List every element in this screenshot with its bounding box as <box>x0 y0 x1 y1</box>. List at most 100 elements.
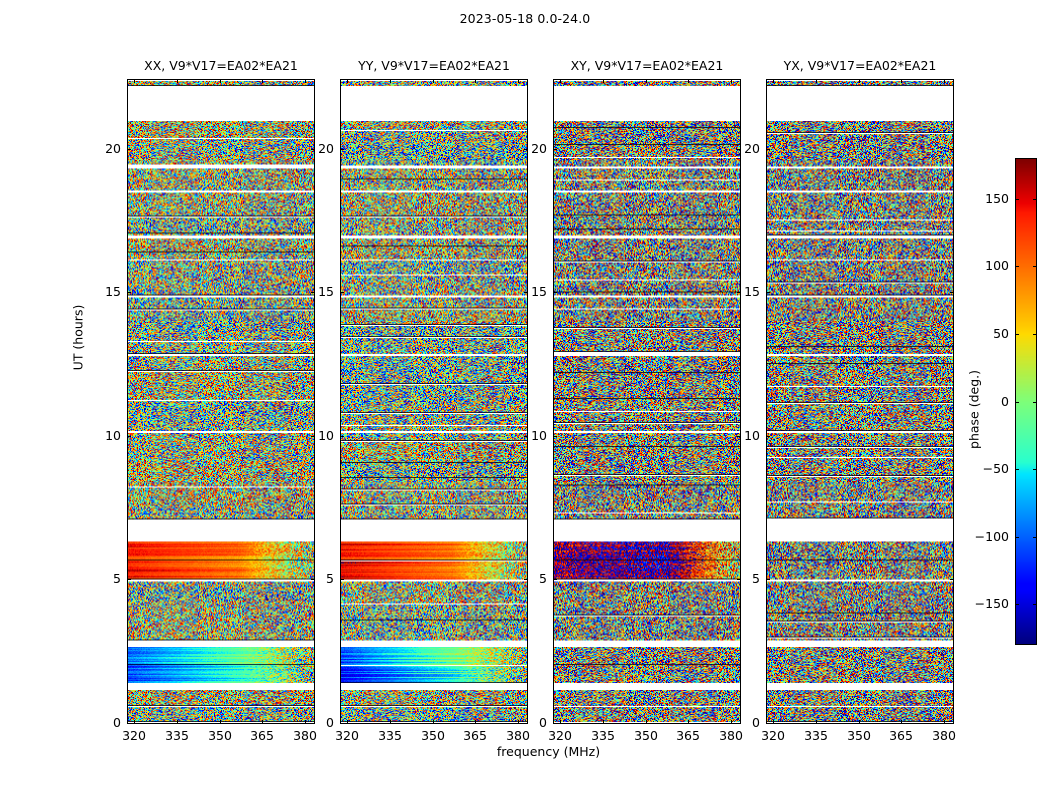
y-tick-mark <box>311 723 315 724</box>
figure-suptitle: 2023-05-18 0.0-24.0 <box>459 11 591 26</box>
x-tick-mark <box>560 720 561 724</box>
y-tick-label: 10 <box>318 428 334 443</box>
x-tick-label: 350 <box>634 728 658 743</box>
heatmap-image-yy <box>341 80 527 723</box>
colorbar[interactable] <box>1015 158 1037 645</box>
y-tick-mark <box>340 723 344 724</box>
y-tick-mark <box>553 149 557 150</box>
y-tick-mark <box>524 436 528 437</box>
x-tick-mark <box>390 79 391 83</box>
x-tick-mark <box>262 79 263 83</box>
x-tick-mark <box>518 79 519 83</box>
x-tick-mark <box>603 79 604 83</box>
colorbar-tick-mark <box>1015 266 1019 267</box>
y-tick-mark <box>524 149 528 150</box>
y-tick-label: 10 <box>105 428 121 443</box>
y-tick-mark <box>737 579 741 580</box>
heatmap-image-xx <box>128 80 314 723</box>
colorbar-tick-mark <box>1033 199 1037 200</box>
heatmap-panel-yy[interactable] <box>340 79 528 724</box>
y-tick-label: 5 <box>752 571 760 586</box>
y-tick-label: 10 <box>744 428 760 443</box>
y-tick-label: 15 <box>318 284 334 299</box>
heatmap-panel-xx[interactable] <box>127 79 315 724</box>
x-tick-label: 320 <box>122 728 146 743</box>
y-tick-label: 15 <box>744 284 760 299</box>
x-tick-mark <box>220 79 221 83</box>
y-axis-label: UT (hours) <box>70 304 86 371</box>
colorbar-tick-mark <box>1015 469 1019 470</box>
x-tick-mark <box>731 79 732 83</box>
y-tick-mark <box>553 579 557 580</box>
y-tick-label: 20 <box>105 141 121 156</box>
colorbar-tick-mark <box>1015 537 1019 538</box>
colorbar-tick-mark <box>1015 604 1019 605</box>
colorbar-tick-mark <box>1015 199 1019 200</box>
y-tick-mark <box>524 723 528 724</box>
y-tick-mark <box>766 579 770 580</box>
y-tick-label: 5 <box>113 571 121 586</box>
y-tick-label: 20 <box>318 141 334 156</box>
x-tick-mark <box>773 79 774 83</box>
y-tick-mark <box>737 149 741 150</box>
y-tick-mark <box>127 436 131 437</box>
colorbar-tick-mark <box>1033 334 1037 335</box>
y-tick-mark <box>737 436 741 437</box>
colorbar-tick-label: 50 <box>993 326 1009 341</box>
x-tick-label: 380 <box>293 728 317 743</box>
y-tick-mark <box>311 292 315 293</box>
x-tick-label: 320 <box>761 728 785 743</box>
x-tick-mark <box>731 720 732 724</box>
x-tick-label: 350 <box>421 728 445 743</box>
y-tick-label: 20 <box>531 141 547 156</box>
x-tick-mark <box>901 79 902 83</box>
colorbar-tick-mark <box>1015 402 1019 403</box>
heatmap-image-yx <box>767 80 953 723</box>
x-tick-mark <box>177 720 178 724</box>
x-tick-mark <box>603 720 604 724</box>
x-tick-label: 365 <box>676 728 700 743</box>
x-tick-mark <box>560 79 561 83</box>
y-tick-label: 0 <box>539 715 547 730</box>
x-tick-mark <box>347 79 348 83</box>
y-tick-mark <box>737 723 741 724</box>
heatmap-panel-xy[interactable] <box>553 79 741 724</box>
x-tick-mark <box>944 720 945 724</box>
x-tick-mark <box>177 79 178 83</box>
x-tick-label: 335 <box>591 728 615 743</box>
panel-title-yy: YY, V9*V17=EA02*EA21 <box>358 58 510 73</box>
y-tick-mark <box>340 149 344 150</box>
colorbar-tick-label: −50 <box>982 461 1009 476</box>
x-tick-mark <box>901 720 902 724</box>
x-tick-mark <box>390 720 391 724</box>
x-tick-label: 320 <box>335 728 359 743</box>
y-tick-mark <box>950 292 954 293</box>
panel-title-xy: XY, V9*V17=EA02*EA21 <box>570 58 724 73</box>
x-tick-label: 335 <box>378 728 402 743</box>
x-tick-mark <box>262 720 263 724</box>
y-tick-label: 15 <box>531 284 547 299</box>
x-tick-mark <box>305 79 306 83</box>
heatmap-image-xy <box>554 80 740 723</box>
x-tick-mark <box>816 720 817 724</box>
y-tick-mark <box>950 436 954 437</box>
heatmap-panel-yx[interactable] <box>766 79 954 724</box>
x-tick-label: 365 <box>250 728 274 743</box>
y-tick-mark <box>950 579 954 580</box>
x-tick-mark <box>944 79 945 83</box>
x-tick-mark <box>646 720 647 724</box>
x-tick-mark <box>433 79 434 83</box>
x-tick-mark <box>816 79 817 83</box>
y-tick-label: 0 <box>113 715 121 730</box>
colorbar-tick-label: −100 <box>974 529 1009 544</box>
x-tick-mark <box>518 720 519 724</box>
y-tick-mark <box>553 723 557 724</box>
x-tick-label: 320 <box>548 728 572 743</box>
colorbar-tick-label: 100 <box>985 258 1009 273</box>
x-tick-label: 380 <box>506 728 530 743</box>
x-tick-label: 365 <box>463 728 487 743</box>
x-tick-mark <box>773 720 774 724</box>
y-tick-mark <box>553 436 557 437</box>
colorbar-tick-mark <box>1033 604 1037 605</box>
